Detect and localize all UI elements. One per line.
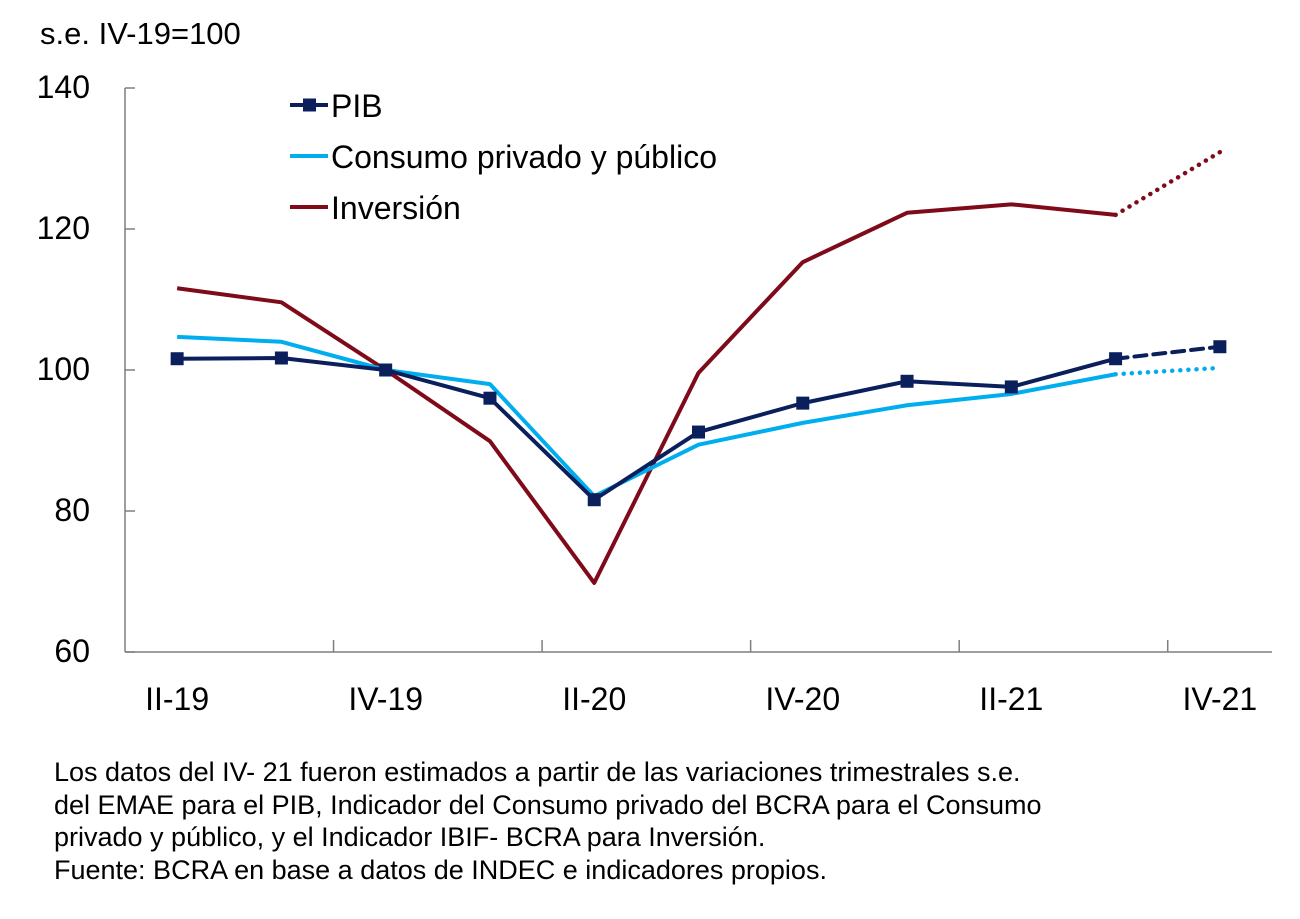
legend-label: PIB [331, 88, 383, 124]
data-point-marker [483, 391, 497, 405]
series-inversi-n [176, 149, 1223, 585]
line-chart: 60 80 100 120 140 II-19 IV-19 II-20 IV-20 II-21 IV… [37, 69, 1272, 717]
data-point-marker [274, 351, 288, 365]
series-line [177, 334, 1116, 499]
data-point-marker [900, 374, 914, 388]
legend-marker [303, 98, 316, 112]
y-tick-label: 80 [54, 492, 90, 528]
x-tick-label: IV-19 [348, 681, 423, 717]
data-point-marker [379, 363, 393, 377]
series-group [170, 149, 1227, 585]
series-line [177, 356, 1117, 502]
note-line: Los datos del IV- 21 fueron estimados a … [54, 757, 1021, 787]
y-axis-unit-label: s.e. IV-19=100 [40, 16, 241, 51]
y-tick-label: 100 [37, 351, 90, 387]
note-line: del EMAE para el PIB, Indicador del Cons… [54, 789, 1042, 820]
chart-notes: Los datos del IV- 21 fueron estimados a … [54, 756, 1284, 886]
series-consumo-privado-y-p-blico [177, 334, 1223, 499]
legend: PIB Consumo privado y público Inversión [290, 88, 717, 226]
x-tick-label: II-20 [562, 681, 626, 717]
series-estimate-line [1113, 344, 1222, 361]
axes: 60 80 100 120 140 II-19 IV-19 II-20 IV-20 II-21 IV… [37, 69, 1272, 717]
x-tick-label: IV-20 [765, 681, 840, 717]
data-point-marker [1004, 380, 1018, 394]
x-tick-label: II-19 [145, 681, 209, 717]
data-point-marker [692, 425, 705, 439]
legend-label: Inversión [331, 190, 461, 226]
series-pib [170, 340, 1227, 507]
legend-item: Inversión [290, 190, 461, 226]
data-point-marker [1109, 352, 1123, 366]
legend-label: Consumo privado y público [331, 139, 717, 175]
note-line: privado y público, y el Indicador IBIF- … [54, 822, 766, 852]
y-tick-label: 60 [54, 633, 90, 669]
legend-item: Consumo privado y público [290, 139, 717, 175]
data-point-marker [587, 493, 601, 507]
series-line [176, 202, 1116, 585]
x-tick-label: II-21 [979, 681, 1043, 717]
data-point-marker [796, 396, 810, 410]
source-line: Fuente: BCRA en base a datos de INDEC e … [54, 854, 827, 885]
x-tick-label: IV-21 [1183, 681, 1258, 717]
y-tick-label: 140 [37, 69, 90, 105]
series-estimate-line [1113, 149, 1223, 218]
legend-item: PIB [290, 88, 383, 124]
data-point-marker [170, 352, 184, 366]
data-point-marker [1213, 340, 1227, 354]
series-estimate-line [1113, 365, 1223, 377]
y-tick-label: 120 [37, 210, 90, 246]
